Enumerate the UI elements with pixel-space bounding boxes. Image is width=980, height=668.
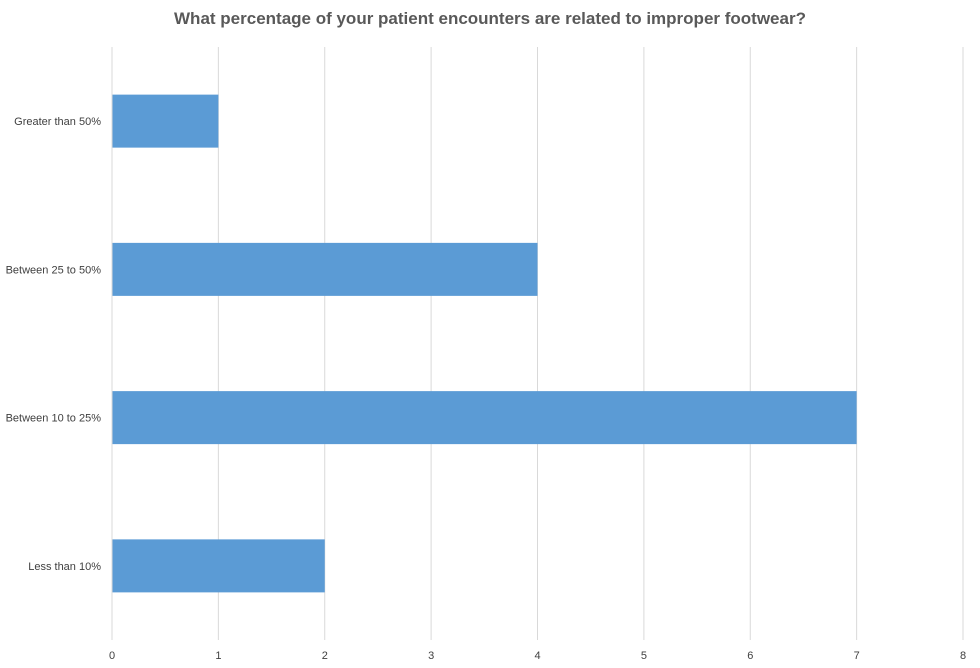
bar	[112, 94, 219, 148]
x-tick-label: 1	[215, 650, 221, 662]
chart-title: What percentage of your patient encounte…	[174, 9, 806, 28]
x-tick-label: 4	[534, 650, 540, 662]
x-tick-label: 0	[109, 650, 115, 662]
x-tick-label: 7	[854, 650, 860, 662]
bar	[112, 242, 538, 296]
x-tick-label: 6	[747, 650, 753, 662]
y-tick-label: Greater than 50%	[14, 116, 101, 128]
y-tick-label: Less than 10%	[28, 561, 101, 573]
bar	[112, 391, 857, 445]
x-tick-label: 3	[428, 650, 434, 662]
bar	[112, 539, 325, 593]
x-tick-label: 5	[641, 650, 647, 662]
y-tick-label: Between 10 to 25%	[6, 413, 102, 425]
x-tick-label: 8	[960, 650, 966, 662]
y-tick-label: Between 25 to 50%	[6, 264, 102, 276]
x-tick-label: 2	[322, 650, 328, 662]
